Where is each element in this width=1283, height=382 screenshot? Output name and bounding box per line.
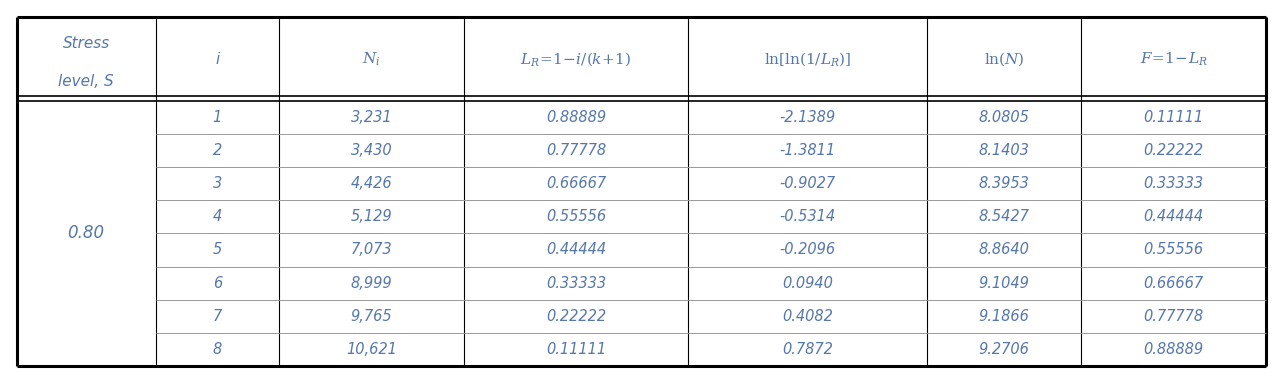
Text: Stress: Stress <box>63 36 110 51</box>
Text: 5,129: 5,129 <box>350 209 393 224</box>
Text: 8.8640: 8.8640 <box>979 243 1029 257</box>
Text: 3: 3 <box>213 176 222 191</box>
Text: 0.7872: 0.7872 <box>781 342 833 357</box>
Text: 1: 1 <box>213 110 222 125</box>
Text: 8.0805: 8.0805 <box>979 110 1029 125</box>
Text: 5: 5 <box>213 243 222 257</box>
Text: 8,999: 8,999 <box>350 276 393 291</box>
Text: 8.3953: 8.3953 <box>979 176 1029 191</box>
Text: -2.1389: -2.1389 <box>779 110 835 125</box>
Text: 3,430: 3,430 <box>350 143 393 158</box>
Text: 0.66667: 0.66667 <box>545 176 606 191</box>
Text: 8: 8 <box>213 342 222 357</box>
Text: 7: 7 <box>213 309 222 324</box>
Text: 0.77778: 0.77778 <box>545 143 606 158</box>
Text: -0.9027: -0.9027 <box>779 176 835 191</box>
Text: 0.22222: 0.22222 <box>545 309 606 324</box>
Text: 0.11111: 0.11111 <box>545 342 606 357</box>
Text: $\ln[\ln(1/L_R)]$: $\ln[\ln(1/L_R)]$ <box>763 50 851 68</box>
Text: 0.33333: 0.33333 <box>1143 176 1203 191</box>
Text: 0.88889: 0.88889 <box>1143 342 1203 357</box>
Text: $\ln(N)$: $\ln(N)$ <box>984 50 1024 68</box>
Text: -0.2096: -0.2096 <box>779 243 835 257</box>
Text: 10,621: 10,621 <box>346 342 396 357</box>
Text: 0.44444: 0.44444 <box>545 243 606 257</box>
Text: i: i <box>216 52 219 66</box>
Text: 0.0940: 0.0940 <box>781 276 833 291</box>
Text: 0.4082: 0.4082 <box>781 309 833 324</box>
Text: 7,073: 7,073 <box>350 243 393 257</box>
Text: 0.33333: 0.33333 <box>545 276 606 291</box>
Text: -1.3811: -1.3811 <box>779 143 835 158</box>
Text: -0.5314: -0.5314 <box>779 209 835 224</box>
Text: 0.55556: 0.55556 <box>1143 243 1203 257</box>
Text: 0.77778: 0.77778 <box>1143 309 1203 324</box>
Text: 8.5427: 8.5427 <box>979 209 1029 224</box>
Text: level, S: level, S <box>58 74 114 89</box>
Text: 9.1866: 9.1866 <box>979 309 1029 324</box>
Text: 0.88889: 0.88889 <box>545 110 606 125</box>
Text: 0.44444: 0.44444 <box>1143 209 1203 224</box>
Text: 9,765: 9,765 <box>350 309 393 324</box>
Text: 0.80: 0.80 <box>68 224 105 243</box>
Text: 9.1049: 9.1049 <box>979 276 1029 291</box>
Text: 0.22222: 0.22222 <box>1143 143 1203 158</box>
Text: $N_i$: $N_i$ <box>362 50 381 68</box>
Text: 0.11111: 0.11111 <box>1143 110 1203 125</box>
Text: 4,426: 4,426 <box>350 176 393 191</box>
Text: 0.55556: 0.55556 <box>545 209 606 224</box>
Text: 6: 6 <box>213 276 222 291</box>
Text: 8.1403: 8.1403 <box>979 143 1029 158</box>
Text: $L_R\!=\!1\!-\!i/(k\!+\!1)$: $L_R\!=\!1\!-\!i/(k\!+\!1)$ <box>520 50 631 68</box>
Text: 4: 4 <box>213 209 222 224</box>
Text: 0.66667: 0.66667 <box>1143 276 1203 291</box>
Text: 3,231: 3,231 <box>350 110 393 125</box>
Text: 2: 2 <box>213 143 222 158</box>
Text: 9.2706: 9.2706 <box>979 342 1029 357</box>
Text: $F\!=\!1\!-\!L_R$: $F\!=\!1\!-\!L_R$ <box>1139 50 1207 68</box>
